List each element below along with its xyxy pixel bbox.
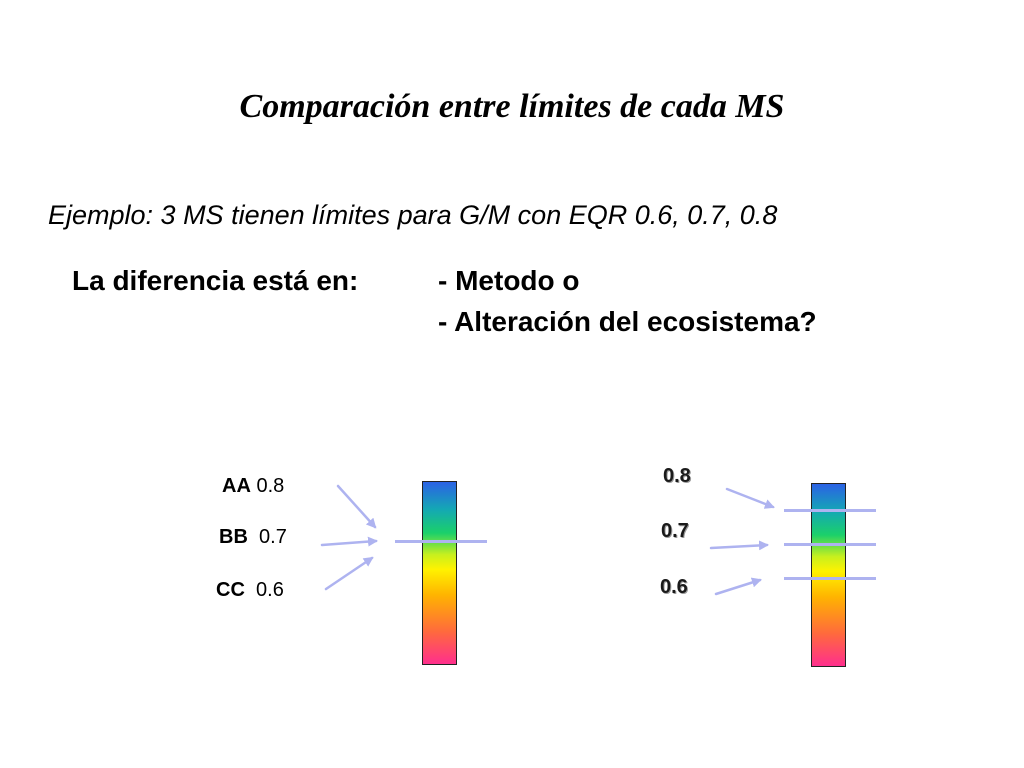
right-threshold-line-0-8 xyxy=(784,509,876,512)
arrow-right-0-7 xyxy=(709,540,769,551)
right-threshold-line-0-7 xyxy=(784,543,876,546)
label-bb-value: 0.7 xyxy=(259,526,287,548)
slide-title: Comparación entre límites de cada MS xyxy=(239,88,785,125)
arrow-bb xyxy=(320,536,378,547)
difference-option-ecosystem: - Alteración del ecosistema? xyxy=(438,306,817,337)
example-text: Ejemplo: 3 MS tienen límites para G/M co… xyxy=(48,200,778,230)
right-gradient-bar xyxy=(811,483,846,667)
right-value-0-6: 0.6 xyxy=(660,576,688,598)
arrow-right-0-8 xyxy=(725,487,775,509)
arrow-cc xyxy=(324,556,374,591)
right-threshold-line-0-6 xyxy=(784,577,876,580)
label-bb-code: BB xyxy=(219,526,248,548)
left-threshold-line xyxy=(395,540,487,543)
label-cc-value: 0.6 xyxy=(256,579,284,601)
difference-option-method: - Metodo o xyxy=(438,265,580,296)
label-aa-code: AA xyxy=(222,475,251,497)
label-aa: AA 0.8 xyxy=(222,475,284,498)
label-cc-code: CC xyxy=(216,579,245,601)
left-gradient-bar xyxy=(422,481,457,665)
arrow-right-0-6 xyxy=(714,577,762,596)
label-bb: BB 0.7 xyxy=(219,526,287,549)
right-value-0-8: 0.8 xyxy=(663,465,691,487)
difference-label: La diferencia está en: xyxy=(72,265,359,296)
label-cc: CC 0.6 xyxy=(216,579,284,602)
arrow-aa xyxy=(336,484,377,529)
right-value-0-7: 0.7 xyxy=(661,520,689,542)
label-aa-value: 0.8 xyxy=(256,475,285,497)
